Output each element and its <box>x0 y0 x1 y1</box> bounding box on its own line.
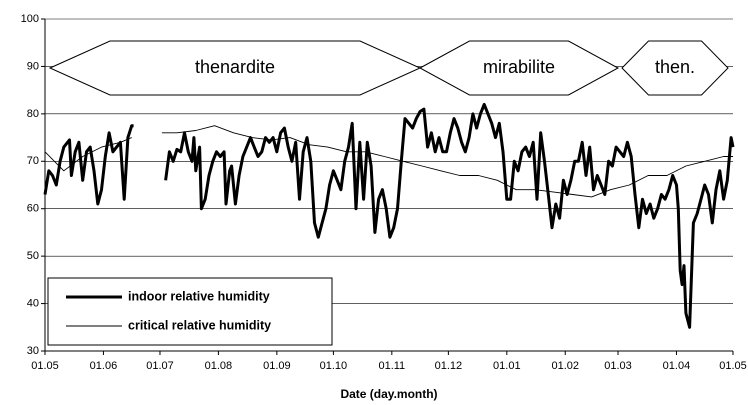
x-tick-label: 01.10 <box>320 360 348 372</box>
x-tick-label: 01.04 <box>663 360 691 372</box>
annotation-shape <box>418 40 620 96</box>
x-tick-label: 01.06 <box>90 360 118 372</box>
x-tick-label: 01.08 <box>205 360 233 372</box>
x-tick-label: 01.07 <box>146 360 174 372</box>
y-tick-label: 30 <box>27 345 39 357</box>
y-tick-label: 50 <box>27 250 39 262</box>
series-line <box>44 125 733 198</box>
legend-label: critical relative humidity <box>128 318 271 332</box>
annotation: then. <box>655 57 695 77</box>
x-axis-label: Date (day.month) <box>340 387 437 401</box>
legend-box <box>47 277 333 346</box>
y-tick-label: 40 <box>27 297 39 309</box>
y-tick-label: 70 <box>27 155 39 167</box>
annotation: thenardite <box>195 57 275 77</box>
x-tick-label: 01.03 <box>604 360 632 372</box>
annotation-shape <box>621 40 729 96</box>
x-tick-label: 01.11 <box>378 360 405 372</box>
x-tick-label: 01.01 <box>493 360 521 372</box>
y-tick-label: 80 <box>27 108 39 120</box>
x-tick-label: 01.05 <box>31 360 59 372</box>
x-tick-label: 01.12 <box>435 360 463 372</box>
x-tick-label: 01.02 <box>551 360 579 372</box>
annotation: mirabilite <box>483 57 555 77</box>
x-tick-label: 01.09 <box>263 360 291 372</box>
y-tick-label: 60 <box>27 203 39 215</box>
x-tick-label: 01.05 <box>719 360 747 372</box>
y-tick-label: 100 <box>21 13 39 25</box>
legend-label: indoor relative humidity <box>128 289 270 303</box>
y-tick-label: 90 <box>27 60 39 72</box>
